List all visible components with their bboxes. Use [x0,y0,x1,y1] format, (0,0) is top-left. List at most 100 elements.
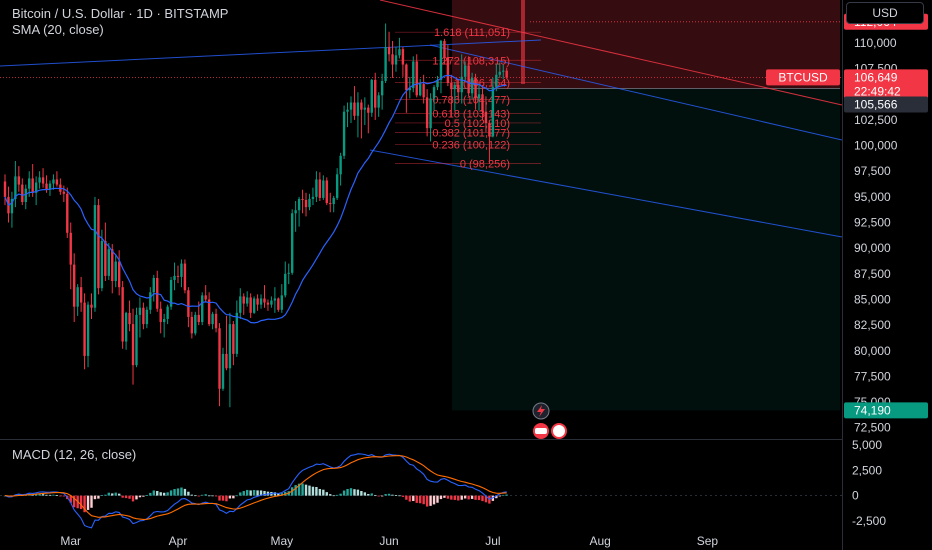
candle-body [488,123,491,137]
macd-histogram-bar [419,495,422,504]
macd-histogram-bar [17,494,21,496]
macd-histogram-bar [304,484,308,496]
candle-body [318,179,322,198]
candle-body [505,70,508,78]
macd-histogram-bar [59,495,62,497]
candle-body [159,308,162,323]
candle-body [367,107,370,113]
price-tick-label: 72,500 [854,421,891,435]
candle-body [290,213,294,273]
candle-body [277,298,280,310]
candle-body [401,49,405,65]
candle-body [73,264,76,307]
sma-legend[interactable]: SMA (20, close) [12,22,104,37]
macd-histogram-bar [135,495,138,500]
candle-body [329,203,332,205]
candle-body [387,47,391,55]
macd-histogram-bar [332,495,335,497]
price-tick-label: 82,500 [854,318,891,332]
macd-histogram-bar [429,495,432,506]
event-icons[interactable] [532,402,567,439]
candle-body [97,205,100,289]
time-axis[interactable]: Mar Apr May Jun Jul Aug Sep [60,534,718,548]
macd-histogram-bar [62,495,66,497]
candle-body [162,318,166,323]
resistance-line [379,0,843,106]
candle-body [263,298,266,303]
currency-button[interactable]: USD [846,2,924,24]
macd-tick-label: 0 [852,489,859,503]
candle-body [429,98,432,129]
macd-histogram-bar [187,491,190,496]
candle-body [138,307,142,315]
macd-histogram-bar [443,495,446,498]
macd-histogram-bar [117,493,121,496]
macd-histogram-bar [474,495,477,500]
candle-body [111,249,114,282]
candle-body [415,61,418,96]
macd-tick-label: 2,500 [852,463,882,477]
macd-histogram-bar [97,495,100,499]
candle-body [131,324,135,366]
candle-body [3,181,7,197]
candle-body [394,55,398,65]
candle-body [477,94,481,99]
fib-level-label: 1.618 (111,051) [434,27,510,39]
macd-histogram-bar [221,495,225,501]
candle-body [315,179,318,197]
macd-histogram-bar [349,488,353,496]
candle-body [353,102,356,116]
candle-body [124,312,128,342]
candle-body [24,188,27,203]
candle-body [152,277,155,293]
macd-histogram-bar [370,493,373,496]
macd-histogram-bar [159,492,162,496]
candle-body [45,183,48,190]
candle-body [412,61,415,89]
target-price-badge-label: 74,190 [854,403,891,417]
macd-histogram-bar [273,492,277,496]
candle-body [335,174,339,198]
macd-histogram-bar [342,490,346,496]
macd-histogram-bar [218,495,221,501]
candle-body [252,298,256,313]
macd-histogram-bar [297,483,301,496]
candle-body [443,40,446,58]
chart-title: Bitcoin / U.S. Dollar · 1D · BITSTAMP [12,6,229,21]
candle-body [301,198,304,200]
candle-body [460,76,463,93]
trend-lines[interactable] [0,0,843,238]
candle-body [304,199,308,208]
candle-body [149,292,152,310]
candle-body [273,298,277,301]
candle-body [322,180,325,198]
candle-body [214,313,218,329]
price-tick-label: 80,000 [854,344,891,358]
candle-body [211,313,214,325]
candle-body [425,97,429,129]
macd-histogram-bar [394,495,398,496]
price-tick-label: 87,500 [854,267,891,281]
macd-histogram-bar [100,494,104,496]
macd-histogram-bar [107,492,110,496]
price-tick-label: 92,500 [854,216,891,230]
candle-body [439,40,443,80]
macd-histogram-bar [225,495,228,502]
signal-line [4,455,507,520]
fib-level-label: 0.5 (102,210) [445,118,510,130]
price-tick-label: 110,000 [854,36,897,50]
candle-body [221,353,225,389]
candle-body [79,287,83,303]
price-tick-label: 102,500 [854,113,898,127]
candle-body [495,74,498,88]
target-zone [452,88,840,411]
macd-legend[interactable]: MACD (12, 26, close) [12,447,137,462]
candle-body [342,111,346,156]
macd-histogram-bar [360,491,363,496]
candle-body [463,65,467,77]
macd-histogram-bar [367,493,370,496]
candle-body [294,210,297,214]
macd-histogram-bar [131,495,135,502]
